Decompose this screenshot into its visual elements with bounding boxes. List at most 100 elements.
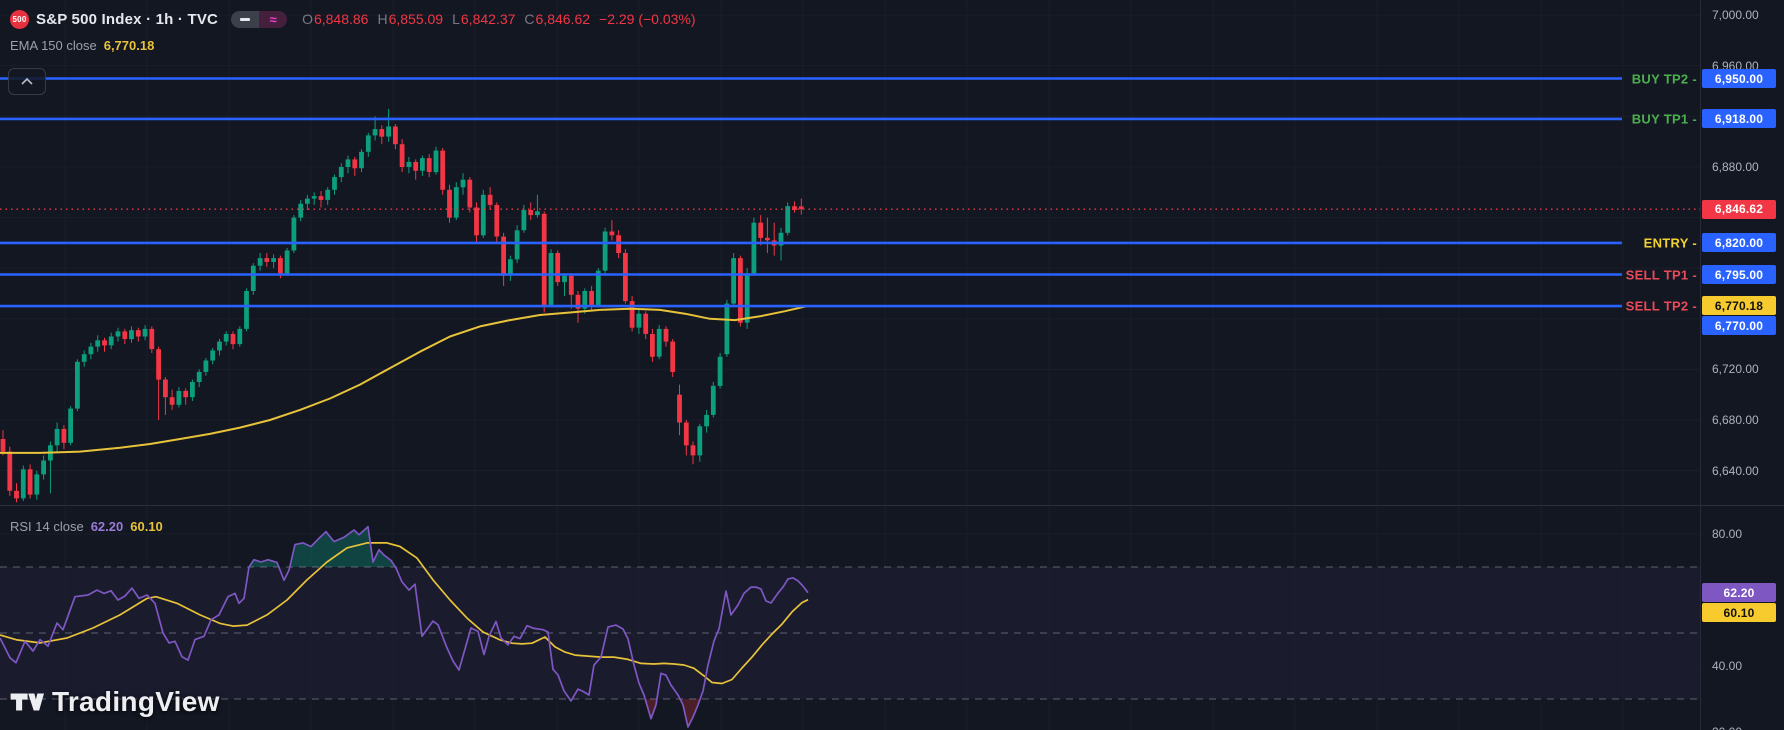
- trade-line-label-buy-tp2[interactable]: BUY TP2 -: [1631, 71, 1697, 86]
- price-tag[interactable]: 6,918.00: [1702, 109, 1776, 129]
- candle: [250, 265, 256, 291]
- rsi-axis-tick: 80.00: [1712, 527, 1743, 541]
- rsi-oversold-fill: [680, 699, 701, 727]
- trade-line-label-sell-tp2[interactable]: SELL TP2 -: [1625, 298, 1697, 314]
- approx-icon[interactable]: ≈: [259, 10, 288, 28]
- candle: [135, 330, 141, 337]
- candle: [68, 408, 73, 443]
- candle: [460, 179, 466, 188]
- trade-line-label-buy-tp1[interactable]: BUY TP1 -: [1631, 111, 1697, 127]
- rsi-overbought-fill: [289, 526, 396, 567]
- price-tag[interactable]: 6,770.18: [1702, 296, 1776, 316]
- candle: [420, 158, 425, 171]
- candle: [176, 390, 182, 405]
- trade-line-label-sell-tp1[interactable]: SELL TP1 -: [1625, 267, 1697, 282]
- candle: [575, 294, 581, 309]
- close-label: C: [524, 11, 535, 27]
- candle: [717, 356, 723, 386]
- candle: [656, 328, 662, 357]
- rsi-ma-value: 60.10: [130, 518, 163, 534]
- candle: [393, 126, 398, 145]
- rsi-value: 62.20: [90, 518, 124, 534]
- candle: [710, 385, 716, 415]
- candle: [7, 451, 13, 491]
- candle: [683, 422, 689, 446]
- symbol-title[interactable]: S&P 500 Index · 1h · TVC: [36, 10, 219, 28]
- minus-icon[interactable]: [231, 10, 260, 28]
- candle: [271, 258, 276, 262]
- candle: [704, 414, 709, 427]
- rsi-ma-line[interactable]: [0, 542, 809, 685]
- rsi-oversold-fill: [645, 699, 657, 719]
- candle: [629, 301, 635, 328]
- candle: [494, 204, 500, 237]
- candle: [555, 253, 561, 283]
- ema-150-line[interactable]: [0, 304, 809, 454]
- candle: [785, 206, 791, 233]
- candle: [480, 194, 486, 236]
- candle: [487, 194, 493, 205]
- candle: [528, 210, 534, 216]
- candle: [738, 258, 743, 323]
- candle: [744, 273, 750, 323]
- rsi-indicator-name: RSI 14 close: [10, 518, 84, 534]
- candle: [582, 291, 588, 309]
- watermark-text: TradingView: [52, 686, 220, 717]
- candle: [81, 354, 87, 362]
- candle: [433, 150, 439, 173]
- price-axis-tick: 6,880.00: [1712, 160, 1759, 174]
- candle: [365, 135, 371, 152]
- price-tag[interactable]: 6,820.00: [1702, 233, 1776, 253]
- candle: [54, 428, 60, 446]
- rsi-indicator-legend[interactable]: RSI 14 close 62.20 60.10: [10, 517, 163, 535]
- rsi-tag[interactable]: 60.10: [1702, 603, 1776, 623]
- candle: [230, 334, 236, 345]
- pane-collapse-button[interactable]: [8, 68, 46, 95]
- price-axis-tick: 7,000.00: [1712, 8, 1759, 23]
- price-tag[interactable]: 6,770.00: [1702, 316, 1776, 336]
- candle: [332, 177, 337, 190]
- candle: [183, 390, 189, 398]
- tradingview-logo-icon: [10, 693, 44, 711]
- rsi-tag[interactable]: 62.20: [1702, 583, 1776, 603]
- candle: [108, 336, 114, 346]
- candle: [778, 232, 784, 246]
- rsi-line[interactable]: [0, 525, 809, 728]
- candle: [34, 474, 40, 495]
- candle: [210, 350, 216, 361]
- candle: [318, 196, 324, 200]
- price-tag[interactable]: 6,795.00: [1702, 265, 1776, 284]
- candle: [291, 217, 297, 251]
- candle: [595, 270, 601, 305]
- candle: [372, 129, 378, 136]
- candle: [156, 349, 161, 380]
- candle: [61, 428, 67, 443]
- header-pill-buttons: ≈: [231, 10, 288, 28]
- candle: [514, 230, 520, 260]
- price-tag[interactable]: 6,846.62: [1702, 199, 1776, 219]
- price-tag[interactable]: 6,950.00: [1702, 69, 1776, 88]
- close-value: 6,846.62: [535, 11, 591, 27]
- rsi-axis-tick: 20.00: [1712, 725, 1742, 730]
- candle: [568, 275, 574, 295]
- candle: [163, 379, 168, 398]
- candle: [379, 129, 385, 137]
- high-value: 6,855.09: [388, 11, 444, 27]
- tradingview-watermark: TradingView: [10, 686, 220, 718]
- candle: [284, 250, 290, 274]
- candle: [338, 167, 344, 178]
- candle: [548, 253, 554, 305]
- candle: [697, 426, 703, 456]
- candle: [467, 179, 473, 208]
- candle: [399, 144, 405, 167]
- price-change: −2.29 (−0.03%): [599, 11, 696, 27]
- price-axis-tick: 6,680.00: [1712, 413, 1759, 427]
- ema-indicator-name: EMA 150 close: [10, 37, 97, 53]
- rsi-axis-tick: 40.00: [1712, 659, 1743, 673]
- candle: [203, 360, 209, 372]
- candle: [257, 258, 263, 266]
- pane-divider[interactable]: [0, 505, 1784, 506]
- ema-indicator-legend[interactable]: EMA 150 close 6,770.18: [10, 36, 154, 54]
- trade-line-label-entry[interactable]: ENTRY -: [1643, 235, 1697, 251]
